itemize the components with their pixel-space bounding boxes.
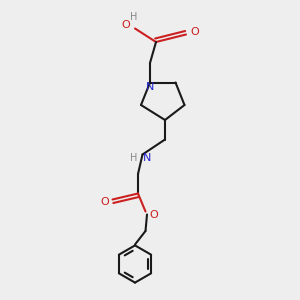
Text: O: O	[122, 20, 130, 31]
Text: O: O	[100, 196, 109, 207]
Text: O: O	[149, 210, 158, 220]
Text: H: H	[130, 153, 137, 164]
Text: N: N	[143, 153, 151, 164]
Text: N: N	[146, 82, 154, 92]
Text: O: O	[190, 27, 200, 38]
Text: H: H	[130, 11, 137, 22]
